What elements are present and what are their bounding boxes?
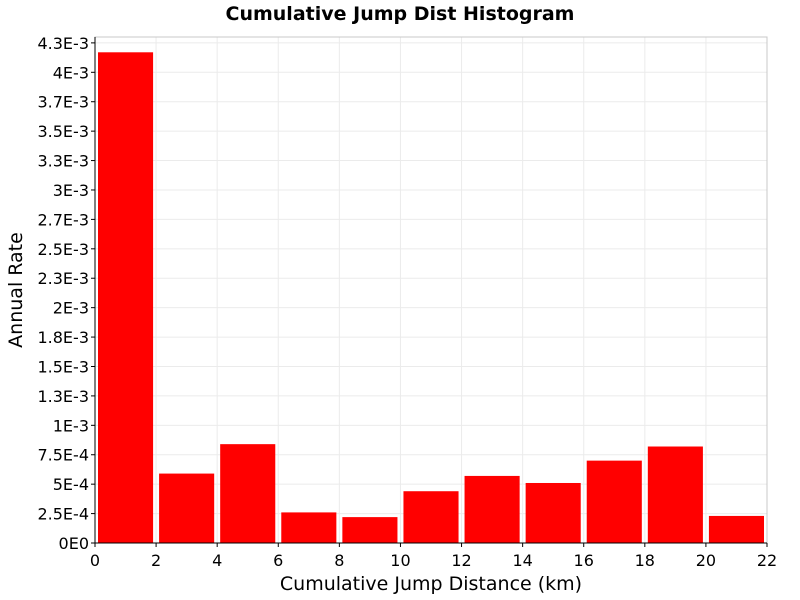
y-axis-label: Annual Rate — [5, 232, 27, 348]
bars — [98, 52, 764, 544]
histogram-bar — [220, 444, 276, 543]
y-tick-label: 2.5E-3 — [37, 240, 89, 259]
histogram-bar — [586, 460, 642, 543]
x-tick-label: 8 — [334, 551, 344, 570]
y-tick-label: 1.5E-3 — [37, 357, 89, 376]
x-tick-label: 0 — [90, 551, 100, 570]
y-tick-label: 1E-3 — [53, 416, 89, 435]
chart-title: Cumulative Jump Dist Histogram — [226, 3, 575, 25]
x-tick-label: 16 — [574, 551, 594, 570]
x-tick-label: 12 — [451, 551, 471, 570]
y-tick-label: 2E-3 — [53, 299, 89, 318]
x-tick-label: 2 — [151, 551, 161, 570]
histogram-bar — [525, 482, 581, 543]
y-tick-label: 4E-3 — [53, 63, 89, 82]
y-tick-label: 2.7E-3 — [37, 210, 89, 229]
y-tick-label: 1.3E-3 — [37, 387, 89, 406]
histogram-bar — [708, 515, 764, 543]
x-tick-label: 18 — [635, 551, 655, 570]
x-tick-label: 6 — [273, 551, 283, 570]
histogram-bar — [403, 491, 459, 543]
histogram-bar — [647, 446, 703, 543]
y-tick-label: 2.5E-4 — [37, 505, 89, 524]
y-tick-label: 3.3E-3 — [37, 152, 89, 171]
x-axis-ticks: 0 2 4 6 8 10 12 14 16 18 20 22 — [90, 543, 777, 570]
x-tick-label: 20 — [696, 551, 716, 570]
y-tick-label: 2.3E-3 — [37, 269, 89, 288]
x-tick-label: 22 — [757, 551, 777, 570]
x-axis-label: Cumulative Jump Distance (km) — [280, 573, 582, 595]
axes — [94, 37, 767, 544]
histogram-bar — [464, 475, 520, 543]
y-tick-label: 3.7E-3 — [37, 93, 89, 112]
histogram-bar — [98, 52, 154, 544]
histogram-bar — [159, 473, 215, 543]
y-tick-label: 0E0 — [59, 534, 89, 553]
y-tick-label: 5E-4 — [53, 475, 89, 494]
y-tick-label: 1.8E-3 — [37, 328, 89, 347]
x-tick-label: 10 — [390, 551, 410, 570]
x-tick-label: 4 — [212, 551, 222, 570]
histogram-bar — [281, 512, 337, 543]
y-tick-label: 3E-3 — [53, 181, 89, 200]
y-tick-label: 7.5E-4 — [37, 446, 89, 465]
y-tick-label: 4.3E-3 — [37, 34, 89, 53]
y-tick-label: 3.5E-3 — [37, 122, 89, 141]
histogram-bar — [342, 517, 398, 543]
y-axis-ticks: 0E0 2.5E-4 5E-4 7.5E-4 1E-3 1.3E-3 1.5E-3 1.8E-… — [37, 34, 95, 553]
x-tick-label: 14 — [512, 551, 532, 570]
